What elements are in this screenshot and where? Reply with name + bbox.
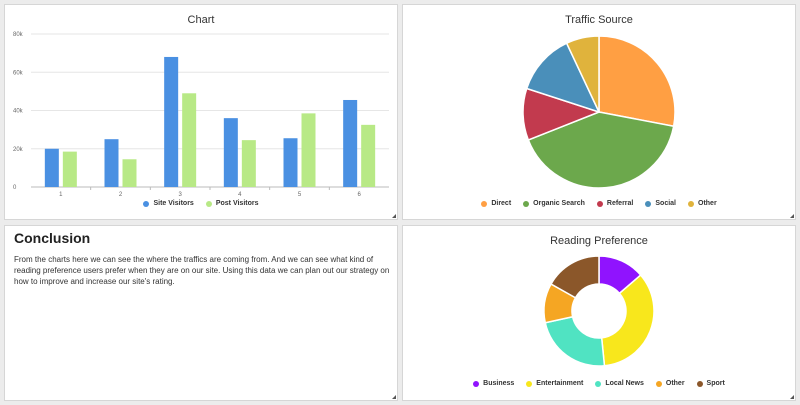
- legend-label-social: Social: [655, 200, 676, 207]
- slice-social[interactable]: [525, 42, 601, 114]
- legend-item-site-visitors[interactable]: Site Visitors: [143, 200, 194, 207]
- resize-handle[interactable]: [391, 394, 396, 399]
- legend-item-reading-other[interactable]: Other: [655, 380, 685, 387]
- slice-entertainment[interactable]: [600, 274, 655, 367]
- bar-chart-title: Chart: [187, 14, 215, 26]
- slice-sport[interactable]: [550, 255, 600, 299]
- traffic-source-panel: Traffic Source Direct Organic Search Ref…: [402, 4, 796, 220]
- reading-preference-title: Reading Preference: [550, 235, 648, 247]
- legend-label-business: Business: [483, 380, 515, 387]
- resize-handle[interactable]: [789, 394, 794, 399]
- bar-site-visitors[interactable]: [164, 56, 179, 188]
- slice-local-news[interactable]: [544, 315, 606, 367]
- legend-dot-organic-search: [523, 200, 530, 207]
- legend-label-other: Other: [698, 200, 717, 207]
- bar-chart: 0 20k 40k 60k 80k 1 2 3 4 5 6: [13, 32, 389, 198]
- bar-post-visitors[interactable]: [361, 124, 376, 187]
- y-tick-label: 20k: [13, 147, 24, 153]
- y-tick-label: 40k: [13, 109, 24, 115]
- bar-site-visitors[interactable]: [343, 99, 358, 187]
- x-tick-label: 3: [178, 192, 182, 198]
- legend-item-entertainment[interactable]: Entertainment: [526, 380, 583, 387]
- legend-dot-direct: [481, 200, 488, 207]
- legend-label-sport: Sport: [706, 380, 725, 387]
- legend-dot-other: [688, 200, 694, 207]
- legend-dot-entertainment: [526, 380, 533, 387]
- legend-dot-business: [473, 380, 480, 387]
- slice-other[interactable]: [565, 35, 600, 113]
- legend-item-post-visitors[interactable]: Post Visitors: [205, 200, 259, 207]
- bar-chart-panel: Chart 0 20k 40k 60k 80k 1 2 3 4 5 6 Site Visitors …: [4, 4, 398, 220]
- legend-dot-reading-other: [655, 380, 662, 387]
- bar-site-visitors[interactable]: [44, 148, 59, 187]
- legend-item-direct[interactable]: Direct: [481, 200, 511, 207]
- conclusion-heading: Conclusion: [14, 230, 91, 246]
- reading-donut-chart: [543, 255, 655, 367]
- bar-site-visitors[interactable]: [223, 118, 238, 187]
- legend-item-sport[interactable]: Sport: [696, 380, 725, 387]
- legend-dot-sport: [696, 380, 703, 387]
- legend-label-entertainment: Entertainment: [536, 380, 584, 387]
- slice-organic-search[interactable]: [527, 111, 675, 189]
- traffic-source-title: Traffic Source: [565, 14, 633, 26]
- legend-label-local-news: Local News: [605, 380, 644, 387]
- slice-direct[interactable]: [598, 35, 676, 128]
- x-tick-label: 2: [119, 192, 123, 198]
- legend-dot-post-visitors: [205, 200, 212, 207]
- legend-label-referral: Referral: [606, 200, 634, 207]
- bar-post-visitors[interactable]: [122, 159, 137, 187]
- legend-item-social[interactable]: Social: [645, 200, 676, 207]
- x-tick-label: 4: [238, 192, 242, 198]
- legend-dot-site-visitors: [143, 200, 150, 207]
- bar-post-visitors[interactable]: [241, 140, 256, 187]
- resize-handle[interactable]: [789, 213, 794, 218]
- legend-label-direct: Direct: [491, 200, 512, 207]
- traffic-pie-chart: [522, 35, 676, 189]
- y-tick-label: 60k: [13, 70, 24, 76]
- legend-dot-social: [645, 200, 652, 207]
- x-tick-label: 5: [298, 192, 302, 198]
- y-tick-label: 80k: [13, 32, 24, 38]
- legend-item-other[interactable]: Other: [688, 200, 717, 207]
- y-tick-label: 0: [13, 185, 17, 191]
- x-tick-label: 1: [59, 192, 63, 198]
- legend-item-organic-search[interactable]: Organic Search: [523, 200, 585, 207]
- bar-site-visitors[interactable]: [104, 139, 119, 187]
- legend-dot-local-news: [595, 380, 602, 387]
- conclusion-panel: Conclusion From the charts here we can s…: [4, 225, 398, 401]
- legend-dot-referral: [596, 200, 603, 207]
- bar-site-visitors[interactable]: [283, 138, 298, 187]
- bar-chart-legend: Site Visitors Post Visitors: [5, 200, 397, 207]
- legend-item-local-news[interactable]: Local News: [595, 380, 644, 387]
- resize-handle[interactable]: [391, 213, 396, 218]
- legend-label-site-visitors: Site Visitors: [153, 200, 194, 207]
- reading-legend: Business Entertainment Local News Other …: [403, 380, 795, 387]
- reading-preference-panel: Reading Preference Business Entertainmen…: [402, 225, 796, 401]
- legend-label-organic-search: Organic Search: [533, 200, 585, 207]
- conclusion-text: From the charts here we can see the wher…: [14, 255, 390, 286]
- x-tick-label: 6: [357, 192, 361, 198]
- legend-item-business[interactable]: Business: [473, 380, 514, 387]
- legend-label-reading-other: Other: [665, 380, 685, 387]
- bar-post-visitors[interactable]: [62, 151, 77, 187]
- legend-label-post-visitors: Post Visitors: [215, 200, 259, 207]
- traffic-legend: Direct Organic Search Referral Social Ot…: [403, 200, 795, 207]
- legend-item-referral[interactable]: Referral: [596, 200, 634, 207]
- bar-post-visitors[interactable]: [301, 113, 316, 187]
- bar-post-visitors[interactable]: [182, 93, 197, 187]
